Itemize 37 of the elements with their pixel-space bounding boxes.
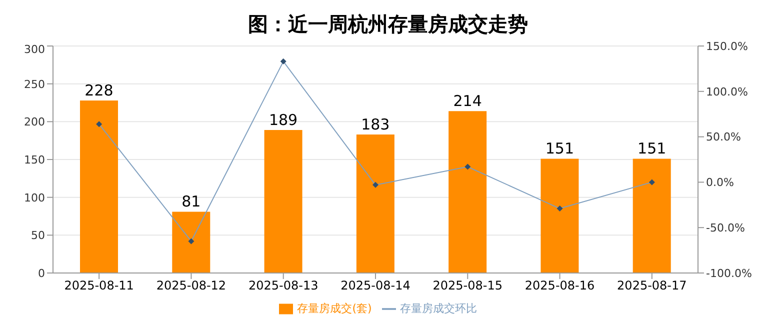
data-label: 183 [361,116,390,134]
y-tick-label: 0 [38,267,45,280]
x-tick-label: 2025-08-15 [432,278,503,293]
y-tick-label: 300 [24,43,45,56]
y2-tick-label: 50.0% [706,130,741,144]
y-tick-label: 150 [24,154,45,166]
y2-tick-label: -50.0% [706,222,745,235]
bar [632,158,671,273]
y-tick-label: 200 [24,116,45,129]
chart-title: 图：近一周杭州存量房成交走势 [247,11,529,38]
data-label: 151 [638,140,666,158]
bar [540,158,579,273]
bar [172,212,210,273]
x-tick-label: 2025-08-13 [248,278,318,293]
data-label: 228 [84,81,114,100]
data-label: 151 [545,140,574,158]
bar [356,134,394,273]
x-tick-label: 2025-08-12 [156,278,226,293]
bar [448,111,487,273]
y2-tick-label: -100.0% [706,266,752,280]
x-tick-label: 2025-08-16 [524,278,595,293]
data-label: 214 [453,92,482,110]
legend-label: 存量房成交(套) [297,302,372,315]
legend-label: 存量房成交环比 [400,302,477,315]
data-label: 81 [182,192,201,211]
bar [80,100,118,273]
y2-tick-label: 150.0% [706,40,748,53]
y-tick-label: 50 [31,229,45,242]
y-tick-label: 100 [24,191,45,204]
x-tick-label: 2025-08-17 [617,278,687,293]
bar [264,130,302,273]
y2-tick-label: 0.0% [706,176,734,190]
x-tick-label: 2025-08-11 [64,278,134,293]
y2-tick-label: 100.0% [706,85,748,98]
data-label: 189 [268,110,298,129]
y-tick-label: 250 [24,78,45,91]
x-tick-label: 2025-08-14 [340,278,410,293]
